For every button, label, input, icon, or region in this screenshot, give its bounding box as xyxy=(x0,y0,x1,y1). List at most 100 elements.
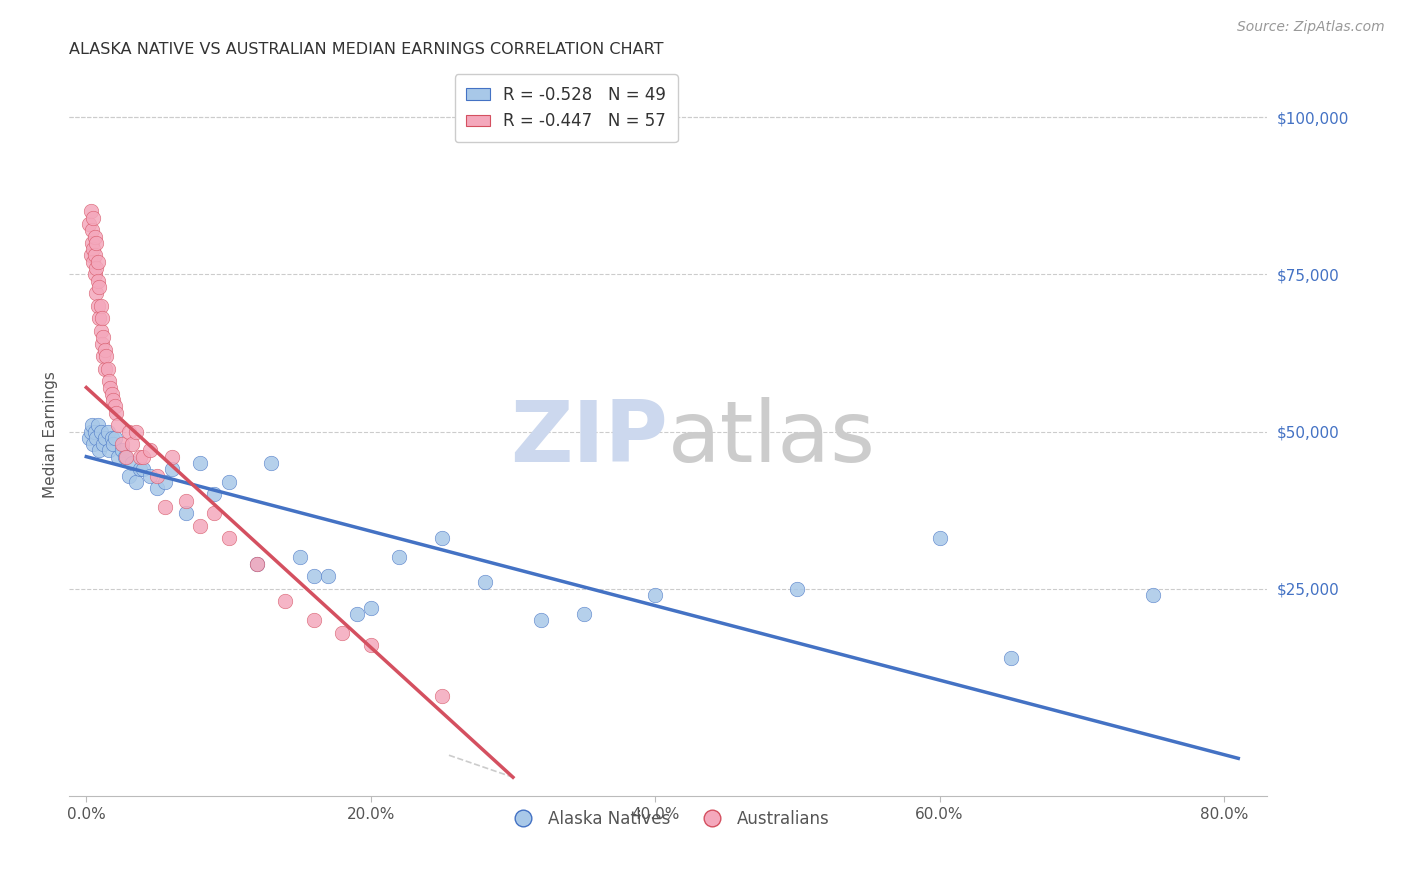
Point xyxy=(111,443,134,458)
Point xyxy=(118,425,141,439)
Point xyxy=(101,386,124,401)
Point xyxy=(84,235,107,250)
Point xyxy=(103,437,125,451)
Point xyxy=(218,532,240,546)
Point xyxy=(115,450,138,464)
Point xyxy=(302,613,325,627)
Point xyxy=(246,557,269,571)
Point xyxy=(96,349,118,363)
Point xyxy=(118,468,141,483)
Point xyxy=(77,217,100,231)
Point xyxy=(104,400,127,414)
Point xyxy=(146,481,169,495)
Point xyxy=(97,361,120,376)
Point xyxy=(94,431,117,445)
Point xyxy=(125,425,148,439)
Point xyxy=(101,431,124,445)
Point xyxy=(139,468,162,483)
Point xyxy=(89,299,111,313)
Point xyxy=(80,223,103,237)
Text: Source: ZipAtlas.com: Source: ZipAtlas.com xyxy=(1237,20,1385,34)
Point xyxy=(84,261,107,276)
Point xyxy=(174,493,197,508)
Point xyxy=(125,475,148,489)
Point xyxy=(388,550,411,565)
Point xyxy=(160,450,183,464)
Point xyxy=(188,456,211,470)
Point xyxy=(79,204,101,219)
Point xyxy=(302,569,325,583)
Point xyxy=(121,437,143,451)
Point xyxy=(114,450,136,464)
Point xyxy=(274,594,297,608)
Point xyxy=(360,638,382,652)
Point xyxy=(91,336,114,351)
Point xyxy=(202,487,225,501)
Point xyxy=(79,425,101,439)
Point xyxy=(139,443,162,458)
Point xyxy=(132,450,155,464)
Point xyxy=(87,280,110,294)
Point xyxy=(97,425,120,439)
Point xyxy=(330,625,353,640)
Point xyxy=(346,607,368,621)
Point xyxy=(84,286,107,301)
Point xyxy=(105,406,128,420)
Point xyxy=(218,475,240,489)
Point xyxy=(316,569,339,583)
Point xyxy=(82,254,104,268)
Point xyxy=(572,607,595,621)
Point xyxy=(260,456,283,470)
Point xyxy=(93,349,115,363)
Point xyxy=(111,437,134,451)
Point xyxy=(360,600,382,615)
Point xyxy=(530,613,553,627)
Point xyxy=(98,443,121,458)
Point xyxy=(153,475,176,489)
Point xyxy=(91,311,114,326)
Point xyxy=(430,689,453,703)
Point xyxy=(103,393,125,408)
Point xyxy=(82,211,104,225)
Point xyxy=(83,248,105,262)
Point xyxy=(89,324,111,338)
Point xyxy=(246,557,269,571)
Point xyxy=(474,575,496,590)
Point xyxy=(107,450,129,464)
Point xyxy=(153,500,176,514)
Point xyxy=(94,343,117,357)
Point xyxy=(83,229,105,244)
Point xyxy=(786,582,808,596)
Y-axis label: Median Earnings: Median Earnings xyxy=(44,371,58,498)
Point xyxy=(1000,650,1022,665)
Point xyxy=(129,462,152,476)
Point xyxy=(79,248,101,262)
Point xyxy=(86,418,108,433)
Point xyxy=(928,532,950,546)
Point xyxy=(80,418,103,433)
Point xyxy=(202,506,225,520)
Point xyxy=(84,431,107,445)
Text: atlas: atlas xyxy=(668,397,876,480)
Point xyxy=(86,299,108,313)
Point xyxy=(129,450,152,464)
Point xyxy=(104,431,127,445)
Point xyxy=(160,462,183,476)
Point xyxy=(80,235,103,250)
Point xyxy=(644,588,666,602)
Point xyxy=(98,374,121,388)
Point xyxy=(82,437,104,451)
Point xyxy=(146,468,169,483)
Point xyxy=(83,268,105,282)
Legend: Alaska Natives, Australians: Alaska Natives, Australians xyxy=(499,804,837,835)
Point xyxy=(132,462,155,476)
Point xyxy=(77,431,100,445)
Point xyxy=(100,380,122,394)
Point xyxy=(107,418,129,433)
Text: ALASKA NATIVE VS AUSTRALIAN MEDIAN EARNINGS CORRELATION CHART: ALASKA NATIVE VS AUSTRALIAN MEDIAN EARNI… xyxy=(69,42,664,57)
Point xyxy=(86,254,108,268)
Point xyxy=(87,443,110,458)
Point xyxy=(87,311,110,326)
Point xyxy=(94,361,117,376)
Point xyxy=(121,456,143,470)
